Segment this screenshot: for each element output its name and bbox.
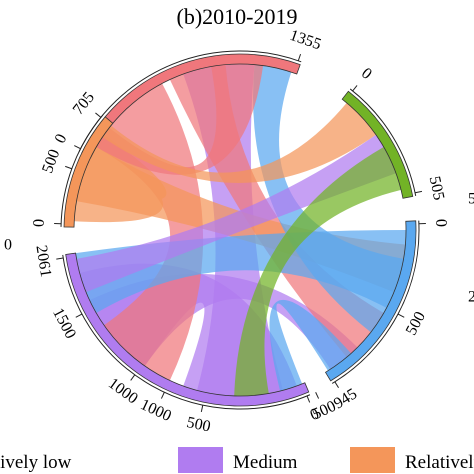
tick-label-relatively_high-start: 0 [52,131,71,146]
legend-item-medium: Medium [178,447,298,473]
tick-label-relatively_mid-0-tick [65,165,72,170]
ribbon-relatively_high-9 [96,64,264,175]
tick-label-relatively_high-end-tick [297,53,302,61]
tick-label-high-start-tick [352,85,358,92]
legend-swatch-medium [178,447,223,473]
arc-medium [65,252,310,407]
tick-label-medium-2-tick [75,313,83,318]
tick-label-medium-1: 1000 [105,375,141,408]
tick-label-relatively_low-end-tick [334,381,339,389]
tick-label-high-end-tick [414,190,423,194]
arc-high [341,90,414,199]
edge-label-right_bottom: 2 [468,289,474,306]
tick-label-medium-0: 500 [185,414,212,436]
tick-label-medium-end-tick [56,257,64,260]
ribbon-relatively_low-13 [269,299,352,392]
ribbon-high-12 [234,147,402,396]
tick-label-relatively_mid-0: 500 [39,147,63,175]
tick-label-relatively_low-0-tick [397,313,405,318]
edge-label-left: 0 [4,237,12,254]
chart-title: (b)2010-2019 [176,4,298,29]
axis-line-medium [62,254,311,410]
legend-label-medium: Medium [233,452,298,473]
tick-label-relatively_high-end: 1355 [287,27,323,53]
tick-label-relatively_high-1-tick [160,392,165,399]
tick-label-medium-end: 2061 [32,244,54,278]
ribbon-relatively_low-8 [253,64,404,333]
legend-item-relatively_mid: Relatively [350,447,474,473]
tick-label-medium-0-tick [200,404,204,413]
legend: Relatively low Medium Relatively [0,447,474,473]
tick-label-relatively_low-start: 0 [432,219,449,228]
tick-label-medium-start-tick [306,395,311,403]
tick-label-relatively_mid-start: 0 [31,219,48,228]
ribbon-medium-10 [76,134,396,293]
tick-label-relatively_high-0-tick [315,392,320,399]
ribbons-layer [74,64,406,396]
tick-label-relatively_low-0: 500 [403,309,429,338]
tick-label-relatively_mid-end: 705 [70,89,98,118]
tick-label-high-start: 0 [358,65,375,83]
arc-relatively_low [324,220,417,382]
legend-label-relatively_mid: Relatively [405,452,474,473]
arc-relatively_high [81,53,301,158]
tick-label-medium-1-tick [130,374,136,381]
legend-item-relatively_low: Relatively low [0,452,72,473]
tick-label-relatively_mid-end-tick [95,112,102,118]
legend-swatch-relatively_mid [350,447,395,473]
tick-label-medium-2: 1500 [49,305,79,341]
tick-label-high-end: 505 [426,175,448,202]
tick-label-relatively_high-1: 1000 [138,396,174,425]
legend-label-relatively_low: Relatively low [0,452,72,473]
arc-relatively_mid [63,116,114,228]
edge-label-right_top: 5 [468,191,474,208]
ticks-layer: 0135550010000505094550002061500100015000… [31,27,450,436]
tick-label-relatively_high-start-tick [74,145,81,150]
axis-line-high [349,88,417,196]
arcs-layer [63,53,417,407]
edge-labels-layer: 5 2 0 [4,191,474,306]
axis-line-relatively_mid [60,114,104,227]
ribbon-relatively_mid-11 [102,102,376,183]
